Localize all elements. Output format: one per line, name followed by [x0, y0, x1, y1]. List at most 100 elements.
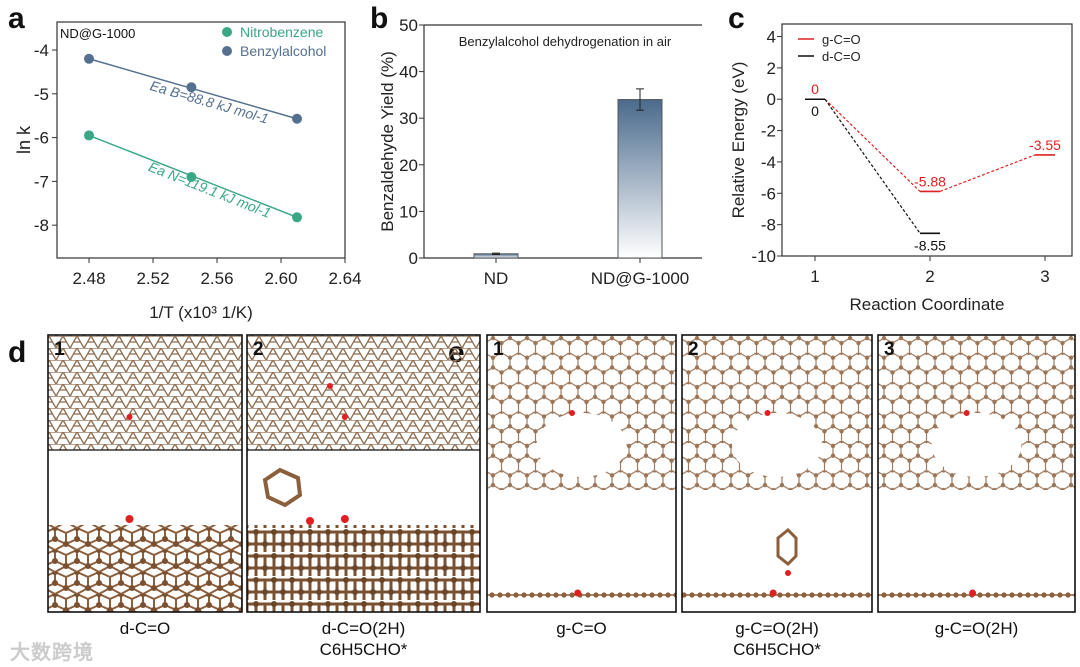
x-tick-label: ND [484, 269, 509, 288]
energy-label: 0 [811, 103, 819, 119]
caption-formula: C6H5CHO* [319, 640, 408, 659]
oxygen-atom [769, 589, 777, 597]
caption-line: g-C=O(2H) [735, 619, 819, 638]
structure-caption: g-C=O(2H) [878, 618, 1075, 639]
legend-marker [222, 46, 232, 56]
x-tick-label: 3 [1040, 267, 1049, 286]
y-tick-label: 0 [409, 249, 418, 268]
oxygen-atom [785, 570, 791, 576]
y-tick-label: -7 [34, 172, 49, 191]
oxygen-atom [327, 383, 333, 389]
y-tick-label: -4 [34, 41, 49, 60]
x-tick-label: 2.64 [328, 269, 361, 288]
data-point [186, 171, 197, 182]
y-tick-label: -4 [761, 153, 776, 172]
energy-label: 0 [811, 81, 819, 97]
y-axis-label: Relative Energy (eV) [729, 62, 748, 219]
y-tick-label: -6 [34, 129, 49, 148]
data-point [84, 130, 94, 141]
chart-c-energy: 1 2 3 4 2 0 -2 -4 -6 -8 -10 Reaction Coordinate Rela… [729, 23, 1073, 314]
structure-number: 2 [688, 339, 699, 360]
connector [824, 98, 921, 192]
x-tick-label: 2.48 [72, 269, 105, 288]
legend-marker [222, 27, 232, 37]
benzaldehyde-molecule [776, 527, 798, 567]
graphene-side-view [878, 590, 1075, 600]
x-tick-label: 2.56 [200, 269, 233, 288]
x-tick-label: 2.52 [136, 269, 169, 288]
plot-frame [781, 23, 1073, 257]
structure-number: 3 [884, 339, 895, 360]
structure-number: 1 [54, 339, 65, 360]
legend-label: Benzylalcohol [240, 43, 326, 59]
lattice-top-view [247, 335, 480, 450]
data-point [186, 82, 197, 93]
data-point [292, 212, 302, 223]
y-tick-label: 30 [399, 109, 418, 128]
lattice-side-view [247, 525, 480, 612]
lattice-side-view [48, 525, 242, 612]
bar [617, 99, 663, 259]
data-point [292, 113, 302, 124]
oxygen-atom [574, 589, 582, 597]
plot-frame [56, 21, 346, 259]
structure-number: 2 [253, 339, 264, 360]
data-point [84, 53, 94, 64]
oxygen-atom [340, 515, 349, 523]
x-tick-label: 1 [810, 267, 819, 286]
oxygen-atom [764, 410, 771, 416]
x-axis-label: Reaction Coordinate [850, 295, 1005, 314]
structure-caption: g-C=O [487, 618, 676, 639]
x-axis-label: 1/T (x10³ 1/K) [149, 303, 253, 322]
error-bar [636, 88, 644, 111]
y-axis-label: ln k [14, 125, 34, 154]
vacancy-hole [732, 413, 822, 477]
oxygen-atom [306, 517, 314, 525]
y-tick-label: -10 [751, 247, 776, 266]
energy-label: -8.55 [914, 237, 946, 253]
oxygen-atom [969, 589, 977, 597]
panel-label-b: b [370, 2, 389, 35]
y-axis-label: Benzaldehyde Yield (%) [378, 51, 397, 232]
sample-annotation: ND@G-1000 [60, 26, 135, 41]
x-tick-label: ND@G-1000 [591, 269, 690, 288]
structure-caption: g-C=O(2H) C6H5CHO* [682, 618, 872, 660]
lattice-top-view [48, 335, 242, 450]
y-tick-label: 10 [399, 202, 418, 221]
energy-label: -3.55 [1029, 137, 1061, 153]
y-tick-label: 20 [399, 156, 418, 175]
chart-a-arrhenius: 2.48 2.52 2.56 2.60 2.64 -4 -5 -6 -7 -8 1/T (x10³ … [14, 21, 362, 322]
connector [824, 98, 921, 234]
oxygen-atom [341, 414, 348, 420]
y-tick-label: 40 [399, 63, 418, 82]
structure-frame [486, 334, 677, 613]
y-tick-label: -2 [761, 122, 776, 141]
legend-label: g-C=O [822, 32, 861, 47]
y-tick-label: 0 [767, 90, 776, 109]
graphene-side-view [682, 590, 872, 600]
graphene-side-view [487, 590, 676, 600]
watermark: 大数跨境 [10, 642, 94, 664]
connector [939, 154, 1036, 192]
y-tick-label: 50 [399, 16, 418, 35]
y-tick-label: 2 [767, 59, 776, 78]
panel-label-c: c [728, 2, 745, 35]
structure-frame [246, 334, 481, 613]
oxygen-atom [125, 515, 134, 523]
caption-line: d-C=O [119, 619, 171, 638]
y-tick-label: -5 [34, 85, 49, 104]
y-tick-label: -8 [34, 216, 49, 235]
vacancy-hole [931, 413, 1022, 477]
benzaldehyde-molecule [262, 467, 303, 508]
legend-label: Nitrobenzene [240, 24, 323, 40]
structure-number: 1 [493, 339, 504, 360]
structure-caption: d-C=O [48, 618, 242, 639]
structure-frame [681, 334, 873, 613]
y-tick-label: -6 [761, 184, 776, 203]
structure-frame [47, 334, 243, 613]
y-tick-label: 4 [767, 28, 776, 47]
panel-label-a: a [8, 2, 25, 35]
caption-line: g-C=O(2H) [934, 619, 1019, 638]
